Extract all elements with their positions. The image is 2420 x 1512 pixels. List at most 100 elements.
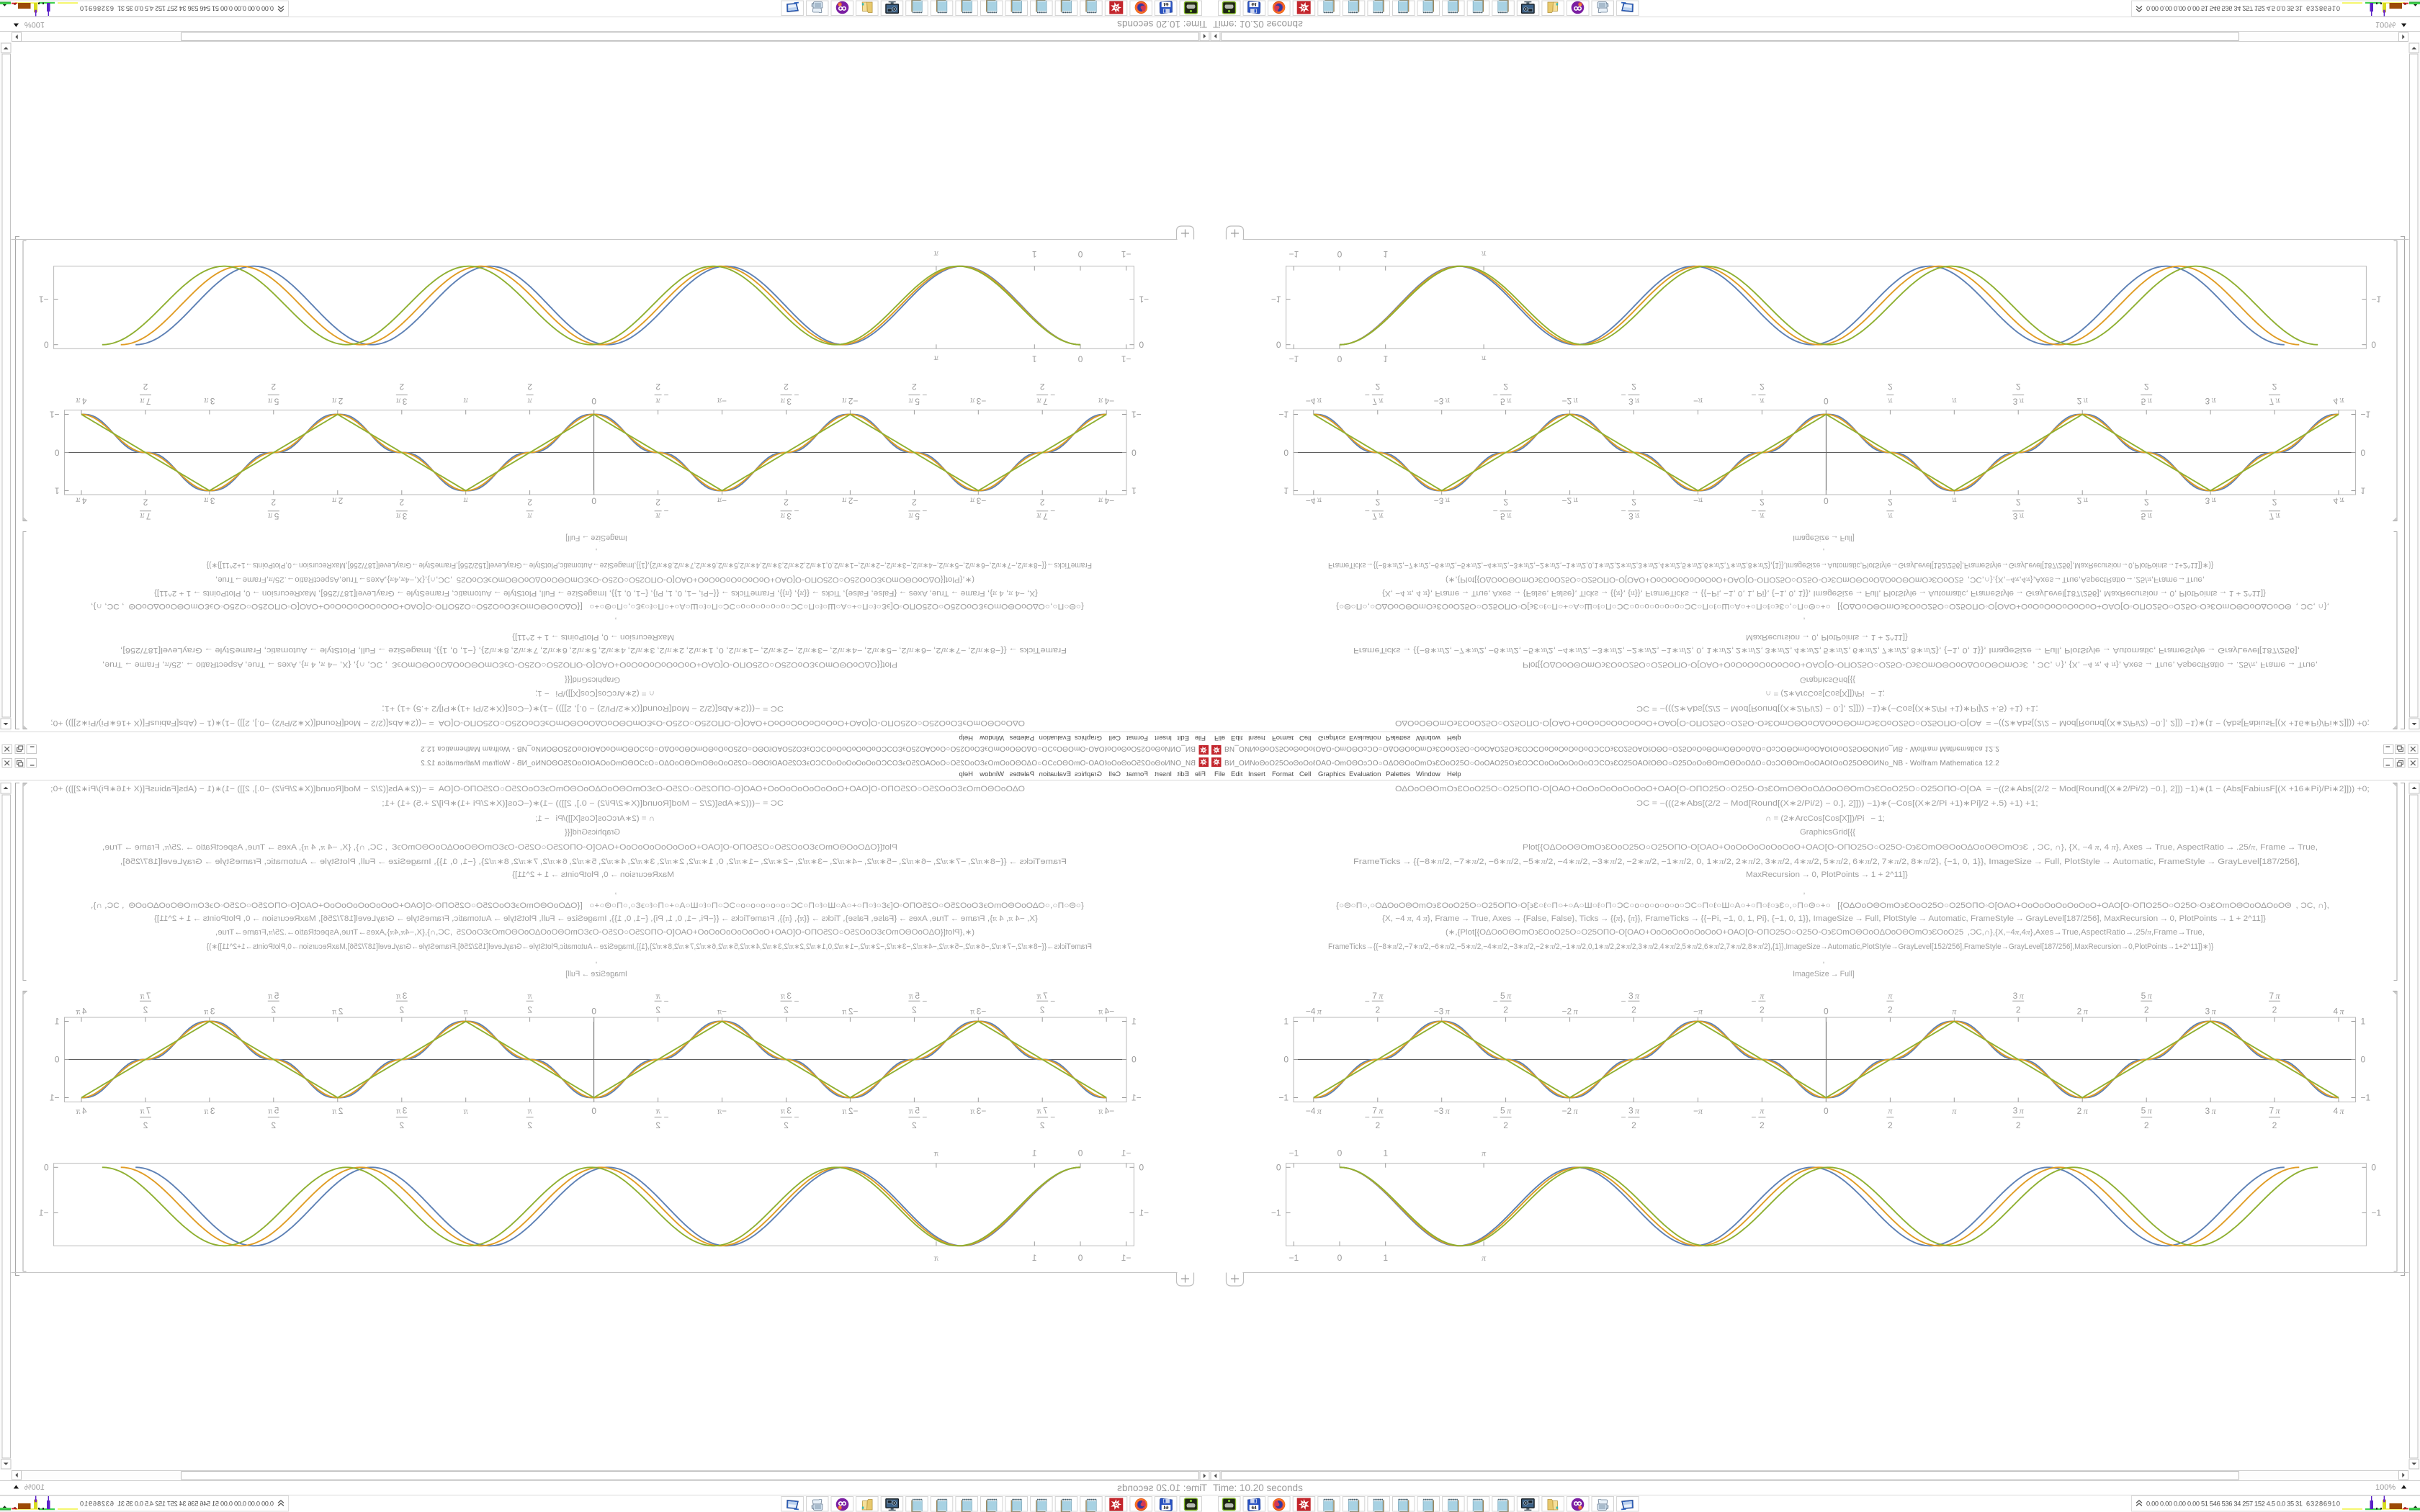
- svg-text:63286910: 63286910: [80, 1500, 114, 1508]
- svg-text:2: 2: [1760, 1120, 1765, 1130]
- svg-text:−π: −π: [717, 496, 727, 506]
- svg-text:−2 π: −2 π: [1562, 1106, 1579, 1116]
- svg-text:1: 1: [55, 1017, 60, 1027]
- svg-text:−: −: [664, 506, 669, 516]
- svg-text:0: 0: [1276, 1162, 1281, 1172]
- svg-text:π: π: [1760, 397, 1765, 407]
- svg-text:3 π: 3 π: [1628, 1106, 1640, 1116]
- svg-text:−3 π: −3 π: [969, 396, 986, 406]
- svg-text:4 π: 4 π: [2333, 1007, 2344, 1017]
- svg-text:−3 π: −3 π: [1434, 396, 1451, 406]
- svg-text:2: 2: [1503, 1120, 1508, 1130]
- svg-text:1: 1: [1383, 1148, 1388, 1158]
- svg-text:1: 1: [1283, 1017, 1289, 1027]
- svg-text:π: π: [933, 354, 938, 364]
- svg-text:0: 0: [591, 396, 596, 406]
- svg-text:0: 0: [44, 340, 49, 350]
- svg-text:−: −: [1751, 506, 1756, 516]
- svg-text:2: 2: [1040, 382, 1045, 392]
- svg-text:7 π: 7 π: [139, 991, 151, 1001]
- svg-text:π: π: [1482, 249, 1487, 259]
- svg-text:−: −: [1050, 1112, 1055, 1122]
- svg-text:3 π: 3 π: [780, 397, 792, 407]
- svg-text:2: 2: [1631, 382, 1636, 392]
- svg-text:2: 2: [2016, 382, 2021, 392]
- svg-text:−: −: [1365, 996, 1370, 1006]
- svg-text:0: 0: [1131, 448, 1137, 458]
- svg-text:π: π: [1888, 991, 1893, 1001]
- svg-text:−3 π: −3 π: [1434, 496, 1451, 506]
- svg-text:2: 2: [527, 1005, 532, 1015]
- svg-text:1: 1: [1383, 1253, 1388, 1263]
- svg-text:−1: −1: [1289, 1253, 1299, 1263]
- svg-text:−2 π: −2 π: [841, 496, 858, 506]
- svg-text:2: 2: [271, 382, 276, 392]
- svg-text:−: −: [664, 1112, 669, 1122]
- svg-text:0.00 0.00 0.00 0.00 51 546: 0.00 0.00 0.00 0.00 51 546 536 34 257 15…: [2146, 1500, 2303, 1508]
- svg-text:63286910: 63286910: [80, 5, 114, 12]
- svg-text:0: 0: [1337, 1253, 1343, 1263]
- svg-text:−: −: [664, 996, 669, 1006]
- svg-text:0: 0: [1131, 1055, 1137, 1065]
- svg-text:−: −: [1621, 1112, 1626, 1122]
- svg-text:−4 π: −4 π: [1098, 1106, 1114, 1116]
- svg-text:1: 1: [55, 486, 60, 496]
- svg-text:−: −: [1493, 506, 1498, 516]
- svg-text:−: −: [1751, 390, 1756, 400]
- svg-text:−1: −1: [1289, 354, 1299, 364]
- svg-text:3 π: 3 π: [395, 1106, 407, 1116]
- svg-text:0: 0: [1077, 354, 1083, 364]
- svg-text:π: π: [463, 496, 468, 506]
- svg-text:−2 π: −2 π: [841, 1007, 858, 1017]
- svg-text:0: 0: [2361, 448, 2366, 458]
- svg-text:4 π: 4 π: [75, 396, 86, 406]
- svg-text:π: π: [655, 511, 660, 521]
- svg-text:2 π: 2 π: [331, 496, 343, 506]
- svg-text:π: π: [1482, 354, 1487, 364]
- svg-text:−: −: [1751, 996, 1756, 1006]
- svg-text:π: π: [1760, 991, 1765, 1001]
- svg-text:0: 0: [1283, 448, 1289, 458]
- svg-text:0.00 0.00 0.00 0.00 51 546: 0.00 0.00 0.00 0.00 51 546 536 34 257 15…: [117, 5, 274, 12]
- svg-text:3 π: 3 π: [2013, 991, 2025, 1001]
- svg-text:−: −: [1365, 390, 1370, 400]
- svg-text:0: 0: [1283, 1055, 1289, 1065]
- svg-text:3 π: 3 π: [1628, 511, 1640, 521]
- svg-text:5 π: 5 π: [267, 1106, 279, 1116]
- svg-text:−1: −1: [1278, 1093, 1289, 1103]
- svg-text:2 π: 2 π: [2077, 496, 2089, 506]
- svg-text:2 π: 2 π: [2077, 1007, 2089, 1017]
- svg-text:π: π: [655, 397, 660, 407]
- svg-text:2: 2: [784, 1120, 789, 1130]
- svg-text:−1: −1: [1271, 1208, 1281, 1218]
- svg-text:−1: −1: [2371, 294, 2381, 305]
- svg-text:4 π: 4 π: [75, 1106, 86, 1116]
- svg-text:2: 2: [1888, 1005, 1893, 1015]
- svg-text:−: −: [794, 390, 799, 400]
- svg-text:3 π: 3 π: [395, 511, 407, 521]
- svg-text:−: −: [1365, 506, 1370, 516]
- svg-text:64: 64: [1163, 1, 1169, 6]
- svg-text:2: 2: [912, 1120, 917, 1130]
- svg-text:2: 2: [1760, 1005, 1765, 1015]
- svg-text:2: 2: [784, 382, 789, 392]
- svg-text:π: π: [527, 991, 532, 1001]
- svg-text:π: π: [1952, 1007, 1957, 1017]
- svg-text:7 π: 7 π: [139, 1106, 151, 1116]
- svg-text:3 π: 3 π: [395, 397, 407, 407]
- svg-text:5 π: 5 π: [267, 397, 279, 407]
- svg-text:−: −: [1751, 1112, 1756, 1122]
- svg-text:−: −: [794, 996, 799, 1006]
- svg-text:−π: −π: [1693, 396, 1703, 406]
- svg-text:3 π: 3 π: [203, 1106, 215, 1116]
- svg-text:2: 2: [527, 498, 532, 508]
- svg-text:2: 2: [1631, 1120, 1636, 1130]
- svg-text:2: 2: [2272, 382, 2277, 392]
- svg-text:−1: −1: [1289, 1148, 1299, 1158]
- svg-text:7 π: 7 π: [1372, 511, 1384, 521]
- svg-text:3 π: 3 π: [395, 991, 407, 1001]
- svg-text:2: 2: [1760, 382, 1765, 392]
- svg-text:2: 2: [1888, 498, 1893, 508]
- svg-text:1: 1: [1383, 249, 1388, 259]
- svg-text:3 π: 3 π: [203, 396, 215, 406]
